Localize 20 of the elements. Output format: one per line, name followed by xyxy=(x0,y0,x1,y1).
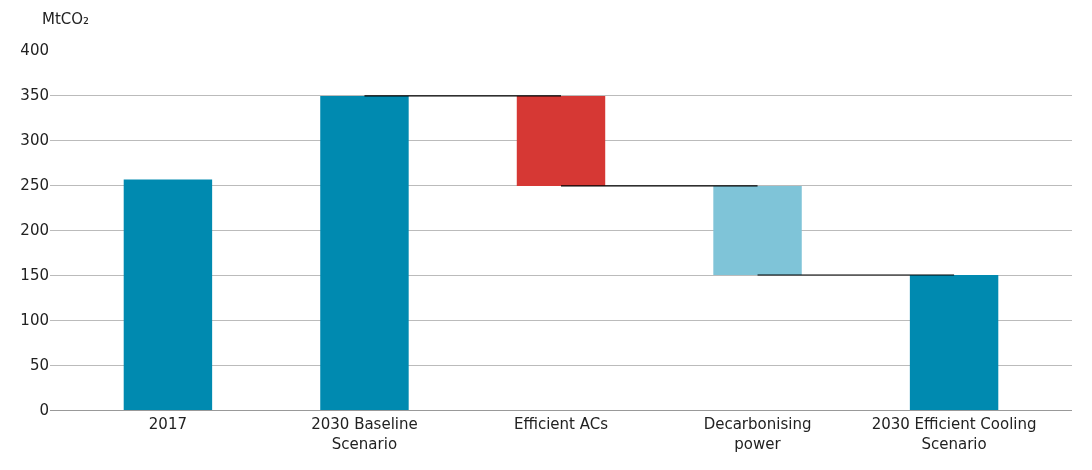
x-tick-label: 2030 Baseline Scenario xyxy=(311,415,418,453)
x-tick-label: 2030 Efficient Cooling Scenario xyxy=(871,415,1037,453)
bar xyxy=(320,95,409,410)
bar xyxy=(516,95,606,186)
y-tick-label: 400 xyxy=(20,41,49,60)
y-axis-title: MtCO₂ xyxy=(42,10,90,28)
x-tick-label: Efficient ACs xyxy=(513,415,609,433)
bar xyxy=(909,275,999,410)
y-tick-label: 0 xyxy=(39,401,49,420)
y-tick-label: 300 xyxy=(20,131,49,150)
y-tick-label: 150 xyxy=(20,266,49,285)
x-tick-label: 2017 xyxy=(148,415,188,433)
y-tick-label: 350 xyxy=(20,86,49,105)
bar xyxy=(713,185,802,275)
y-tick-label: 100 xyxy=(20,311,49,330)
x-tick-label: Decarbonising power xyxy=(703,415,812,453)
bar xyxy=(123,179,213,410)
y-tick-label: 250 xyxy=(20,176,49,195)
y-tick-label: 50 xyxy=(29,356,49,375)
y-tick-label: 200 xyxy=(20,221,49,240)
